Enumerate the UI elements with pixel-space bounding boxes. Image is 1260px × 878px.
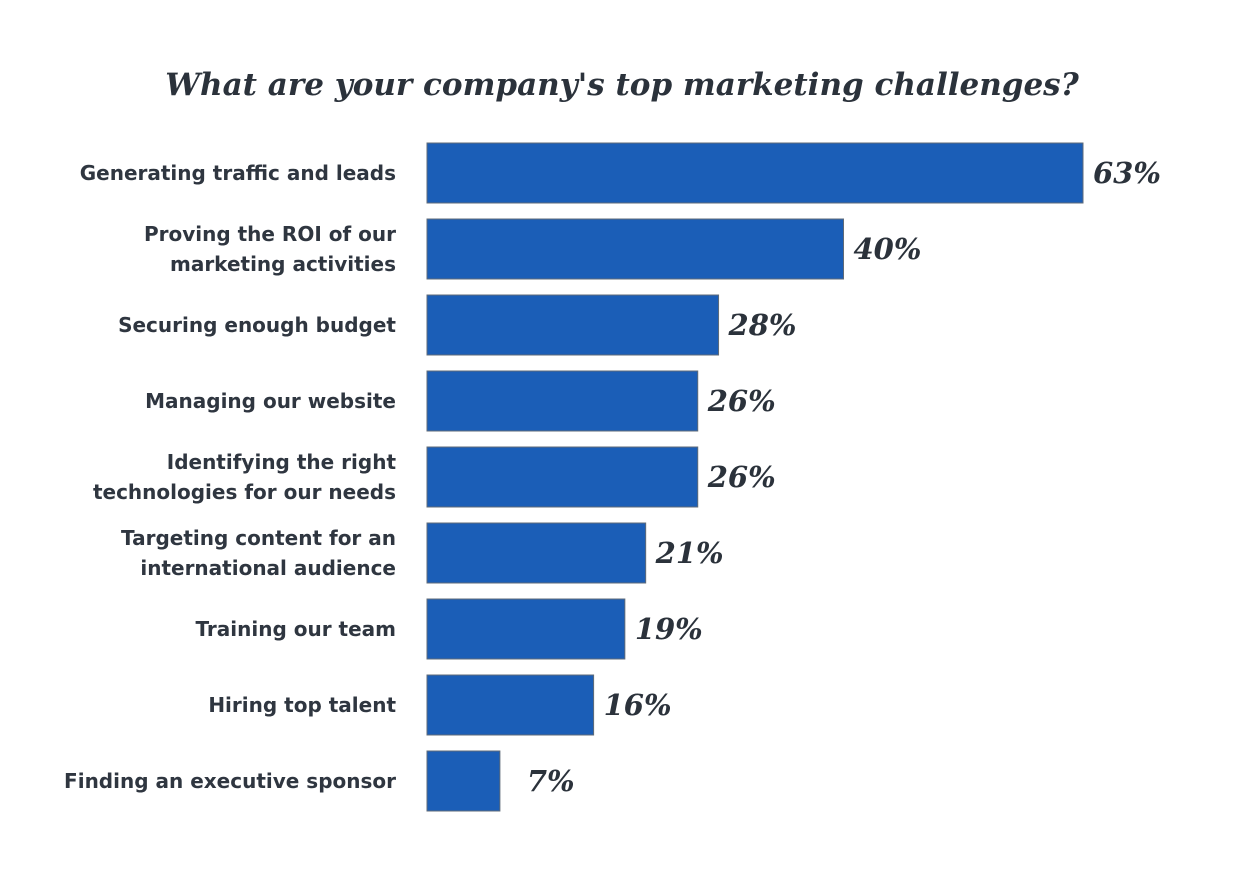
bar-group bbox=[426, 142, 1084, 812]
category-label: Hiring top talent bbox=[208, 693, 396, 717]
category-label: international audience bbox=[140, 556, 396, 580]
value-label: 19% bbox=[635, 612, 703, 646]
bar bbox=[426, 370, 699, 432]
bar bbox=[426, 142, 1084, 204]
category-label: Managing our website bbox=[145, 389, 396, 413]
bar bbox=[426, 522, 647, 584]
bar bbox=[426, 446, 699, 508]
category-label: Identifying the right bbox=[167, 450, 397, 474]
value-label: 40% bbox=[854, 232, 922, 266]
value-label: 63% bbox=[1093, 156, 1161, 190]
value-label: 7% bbox=[527, 764, 575, 798]
category-label: Generating traffic and leads bbox=[80, 161, 396, 185]
bar bbox=[426, 750, 501, 812]
value-label: 21% bbox=[655, 536, 724, 570]
bar bbox=[426, 598, 626, 660]
category-label: technologies for our needs bbox=[93, 480, 396, 504]
category-label: Finding an executive sponsor bbox=[64, 769, 396, 793]
value-label: 26% bbox=[707, 460, 776, 494]
chart-title: What are your company's top marketing ch… bbox=[165, 67, 1079, 103]
value-label: 28% bbox=[728, 308, 797, 342]
bar bbox=[426, 294, 720, 356]
value-label: 26% bbox=[707, 384, 776, 418]
bar bbox=[426, 218, 845, 280]
value-labels: 63% 40% 28% 26% 26% 21% 19% 16% 7% bbox=[527, 156, 1161, 798]
category-label: Securing enough budget bbox=[118, 313, 396, 337]
category-label: Proving the ROI of our bbox=[144, 222, 396, 246]
category-label: marketing activities bbox=[170, 252, 396, 276]
bar bbox=[426, 674, 595, 736]
category-label: Targeting content for an bbox=[121, 526, 396, 550]
category-label: Training our team bbox=[195, 617, 396, 641]
category-labels: Generating traffic and leads Proving the … bbox=[64, 161, 396, 793]
value-label: 16% bbox=[604, 688, 672, 722]
